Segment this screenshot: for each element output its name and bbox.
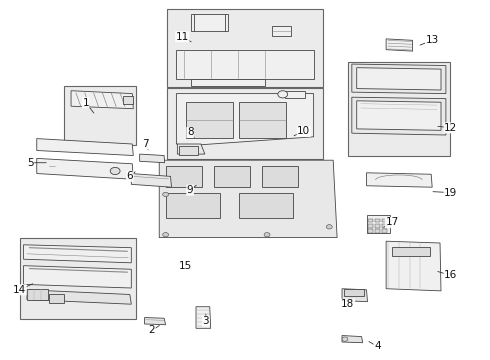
Circle shape bbox=[163, 192, 169, 197]
Text: 19: 19 bbox=[444, 188, 458, 198]
Bar bbox=[368, 224, 373, 228]
Polygon shape bbox=[37, 139, 133, 156]
Bar bbox=[186, 102, 233, 138]
Bar bbox=[367, 215, 390, 233]
Bar bbox=[382, 219, 387, 222]
Circle shape bbox=[163, 233, 169, 237]
Bar bbox=[348, 62, 450, 156]
Bar bbox=[344, 289, 364, 296]
Circle shape bbox=[326, 225, 332, 229]
Polygon shape bbox=[176, 50, 314, 79]
Bar bbox=[382, 229, 387, 233]
Text: 16: 16 bbox=[444, 270, 458, 280]
Polygon shape bbox=[352, 64, 446, 94]
Polygon shape bbox=[357, 68, 441, 90]
Bar bbox=[285, 91, 305, 98]
Bar bbox=[167, 9, 323, 87]
Text: 2: 2 bbox=[148, 325, 155, 336]
Bar bbox=[49, 294, 64, 303]
Bar bbox=[20, 238, 136, 319]
Bar bbox=[368, 229, 373, 233]
Bar bbox=[214, 166, 250, 187]
Bar bbox=[166, 193, 220, 218]
Text: 13: 13 bbox=[425, 35, 439, 45]
Polygon shape bbox=[140, 154, 165, 163]
Polygon shape bbox=[159, 160, 337, 238]
Text: 3: 3 bbox=[202, 316, 209, 326]
Text: 4: 4 bbox=[374, 341, 381, 351]
Polygon shape bbox=[342, 336, 363, 343]
Text: 15: 15 bbox=[178, 261, 192, 271]
Bar bbox=[191, 14, 228, 31]
Polygon shape bbox=[386, 241, 441, 291]
Polygon shape bbox=[352, 97, 446, 135]
Polygon shape bbox=[24, 266, 131, 288]
Text: 1: 1 bbox=[82, 98, 89, 108]
Text: 12: 12 bbox=[444, 123, 458, 133]
Bar bbox=[375, 219, 380, 222]
Polygon shape bbox=[37, 158, 133, 179]
Bar bbox=[262, 166, 298, 187]
Text: 6: 6 bbox=[126, 171, 133, 181]
Bar bbox=[179, 146, 198, 155]
Bar bbox=[382, 224, 387, 228]
Text: 17: 17 bbox=[385, 217, 399, 228]
Bar bbox=[392, 247, 430, 256]
Polygon shape bbox=[196, 307, 211, 328]
Bar bbox=[166, 166, 202, 187]
Circle shape bbox=[264, 233, 270, 237]
Polygon shape bbox=[145, 318, 166, 325]
Polygon shape bbox=[71, 91, 133, 109]
Polygon shape bbox=[176, 94, 314, 146]
Text: 7: 7 bbox=[142, 139, 148, 149]
Circle shape bbox=[278, 91, 288, 98]
Text: 8: 8 bbox=[187, 127, 194, 138]
Polygon shape bbox=[367, 173, 432, 187]
Polygon shape bbox=[342, 289, 368, 302]
Bar bbox=[239, 102, 286, 138]
Bar bbox=[272, 26, 291, 36]
Bar bbox=[368, 219, 373, 222]
Text: 5: 5 bbox=[27, 158, 34, 168]
Polygon shape bbox=[386, 39, 413, 51]
Bar bbox=[239, 193, 293, 218]
Bar bbox=[167, 88, 323, 159]
Text: 18: 18 bbox=[341, 299, 355, 309]
Bar bbox=[64, 86, 136, 145]
Polygon shape bbox=[24, 245, 131, 263]
Text: 9: 9 bbox=[187, 185, 194, 195]
Polygon shape bbox=[27, 290, 131, 304]
Circle shape bbox=[110, 167, 120, 175]
Bar bbox=[375, 224, 380, 228]
Polygon shape bbox=[191, 79, 265, 86]
Circle shape bbox=[342, 337, 348, 341]
Polygon shape bbox=[177, 144, 205, 154]
Text: 14: 14 bbox=[13, 285, 26, 295]
Bar bbox=[122, 96, 133, 104]
Bar bbox=[27, 289, 48, 300]
Text: 10: 10 bbox=[297, 126, 310, 136]
Polygon shape bbox=[357, 101, 441, 130]
Text: 11: 11 bbox=[175, 32, 189, 42]
Bar bbox=[375, 229, 380, 233]
Polygon shape bbox=[131, 174, 172, 187]
